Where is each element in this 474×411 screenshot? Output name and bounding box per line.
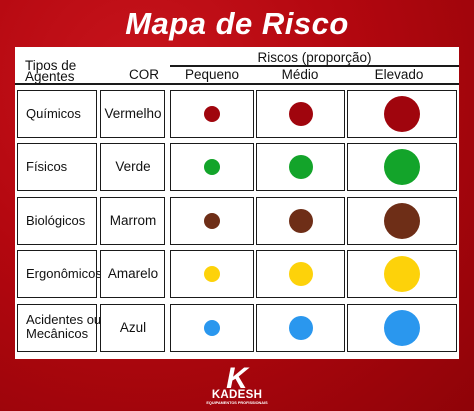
color-cell <box>100 250 165 298</box>
color-cell <box>100 304 165 352</box>
page-title: Mapa de Risco <box>125 6 349 41</box>
header-bottom-line <box>15 83 459 85</box>
agent-label: Biológicos <box>26 213 86 228</box>
risk-dot <box>204 320 220 336</box>
risk-dot <box>384 203 420 239</box>
header-underline <box>170 65 459 67</box>
risk-dot <box>204 213 220 229</box>
color-cell <box>100 90 165 138</box>
color-name-label: Amarelo <box>107 266 159 281</box>
header-agents-line1: Tipos de <box>25 58 77 73</box>
agent-cell <box>17 304 97 352</box>
risk-dot <box>288 316 313 340</box>
agent-cell <box>17 143 97 191</box>
logo-mark: K <box>226 362 248 395</box>
risk-dot <box>204 159 220 175</box>
color-name-label: Vermelho <box>104 106 162 121</box>
risk-dot <box>288 262 313 286</box>
color-name-label: Verde <box>115 159 151 174</box>
risk-dot <box>204 266 220 282</box>
agent-cell <box>17 250 97 298</box>
risk-level-cell <box>256 197 345 245</box>
agent-label: Mecânicos <box>26 326 89 341</box>
risk-dot <box>288 209 313 233</box>
agent-cell <box>17 197 97 245</box>
color-cell <box>100 197 165 245</box>
header-level-high: Elevado <box>374 67 424 82</box>
agent-label: Ergonômicos <box>26 266 102 281</box>
header-agents-line2: Agentes <box>25 69 75 84</box>
risk-dot <box>384 256 420 292</box>
agent-label: Físicos <box>26 159 68 174</box>
color-name-label: Azul <box>119 320 147 335</box>
risk-dot <box>288 155 313 179</box>
logo-name: KADESH <box>211 389 263 401</box>
kadesh-logo: K KADESH EQUIPAMENTOS PROFISSIONAIS <box>0 364 474 408</box>
agent-label: Químicos <box>26 106 81 121</box>
color-cell <box>100 143 165 191</box>
header-cor: COR <box>129 67 159 82</box>
risk-dot <box>288 102 313 126</box>
color-name-label: Marrom <box>109 213 157 228</box>
header-level-medium: Médio <box>281 67 319 82</box>
agent-cell <box>17 90 97 138</box>
header-risks: Riscos (proporção) <box>257 50 372 65</box>
agent-label: Acidentes ou <box>26 312 102 327</box>
header-level-small: Pequeno <box>184 67 240 82</box>
risk-dot <box>384 149 420 185</box>
risk-table: Tipos de Agentes COR Riscos (proporção) … <box>15 47 459 359</box>
risk-dot <box>204 106 220 122</box>
risk-dot <box>384 310 420 346</box>
logo-tagline: EQUIPAMENTOS PROFISSIONAIS <box>206 401 268 405</box>
risk-dot <box>384 96 420 132</box>
